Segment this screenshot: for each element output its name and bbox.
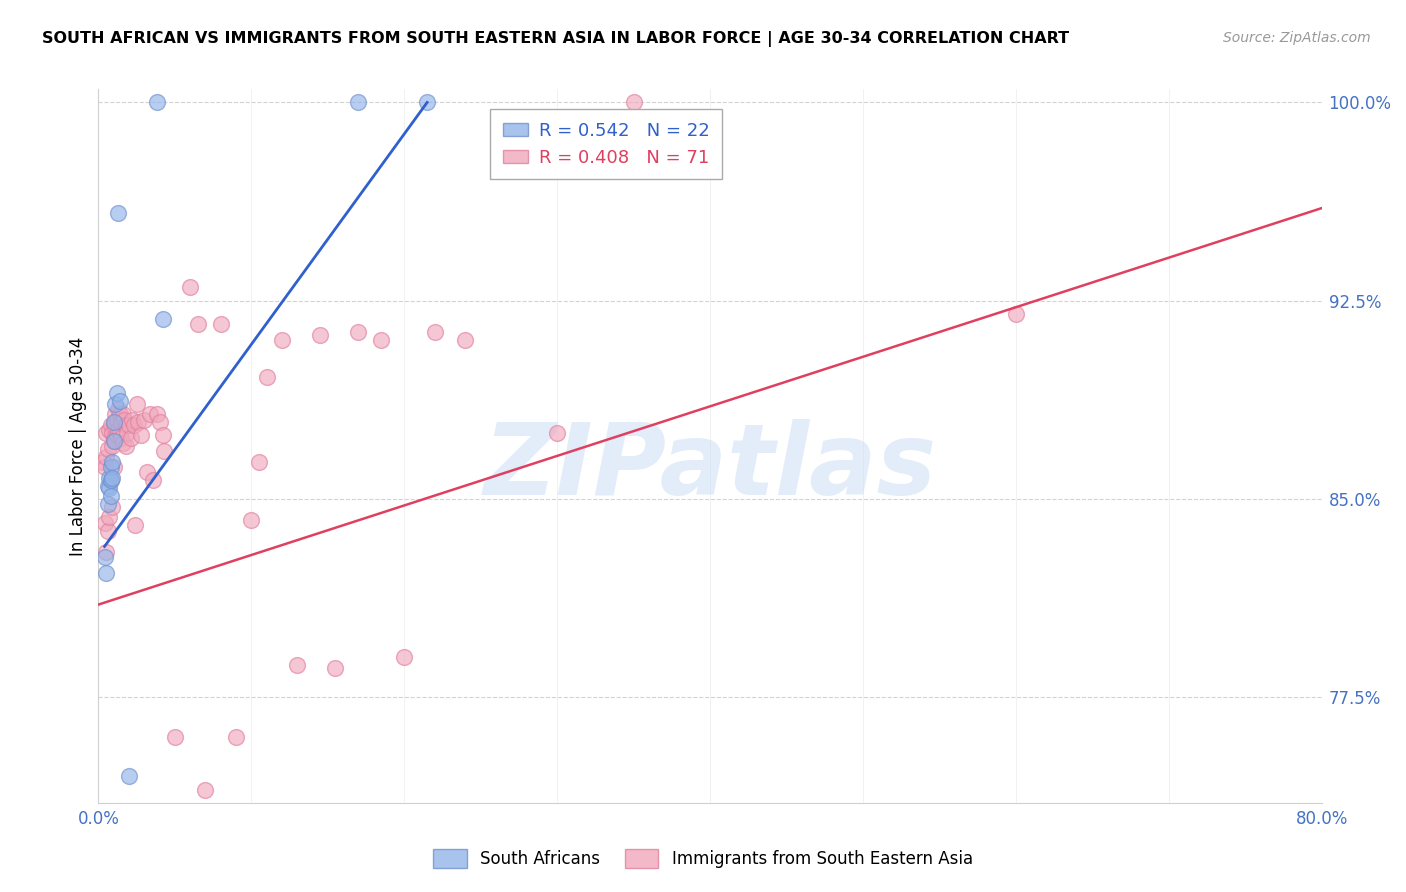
Point: [97, 478, 120, 492]
Point: [142, 474, 165, 488]
Point: [454, 333, 477, 347]
Point: [110, 431, 132, 445]
Point: [101, 439, 124, 453]
Point: [103, 415, 125, 429]
Point: [111, 436, 134, 450]
Point: [179, 280, 201, 294]
Point: [370, 333, 392, 347]
Point: [91, 455, 114, 469]
Point: [103, 431, 125, 445]
Point: [392, 650, 416, 665]
Point: [107, 402, 129, 417]
Point: [97, 442, 120, 456]
Point: [108, 425, 131, 440]
Point: [127, 415, 149, 429]
Text: ZIPatlas: ZIPatlas: [484, 419, 936, 516]
Point: [97, 497, 120, 511]
Point: [1004, 307, 1026, 321]
Point: [105, 386, 128, 401]
Point: [122, 417, 145, 432]
Point: [97, 524, 120, 538]
Point: [100, 460, 122, 475]
Point: [124, 518, 146, 533]
Point: [107, 206, 129, 220]
Legend: South Africans, Immigrants from South Eastern Asia: South Africans, Immigrants from South Ea…: [426, 842, 980, 875]
Point: [285, 658, 308, 673]
Point: [111, 407, 134, 421]
Point: [117, 425, 139, 440]
Point: [100, 474, 122, 488]
Point: [98, 471, 121, 485]
Point: [108, 394, 131, 409]
Point: [152, 312, 174, 326]
Point: [94, 566, 117, 580]
Point: [152, 428, 174, 442]
Point: [93, 460, 115, 475]
Point: [101, 471, 124, 485]
Point: [103, 417, 125, 432]
Point: [94, 450, 117, 464]
Legend: R = 0.542   N = 22, R = 0.408   N = 71: R = 0.542 N = 22, R = 0.408 N = 71: [489, 109, 723, 179]
Point: [309, 328, 332, 343]
Point: [103, 434, 125, 448]
Point: [121, 412, 143, 426]
Point: [94, 545, 117, 559]
Point: [325, 661, 347, 675]
Point: [416, 95, 439, 110]
Point: [145, 95, 167, 110]
Point: [108, 407, 131, 421]
Point: [107, 423, 129, 437]
Point: [136, 466, 159, 480]
Point: [104, 397, 127, 411]
Point: [118, 417, 141, 432]
Point: [112, 412, 135, 426]
Point: [145, 407, 167, 421]
Point: [100, 417, 122, 432]
Point: [115, 439, 138, 453]
Point: [163, 730, 186, 744]
Point: [134, 412, 156, 426]
Point: [101, 500, 124, 514]
Point: [125, 397, 148, 411]
Point: [104, 434, 127, 448]
Point: [101, 455, 124, 469]
Point: [225, 730, 247, 744]
Point: [105, 428, 128, 442]
Point: [110, 415, 132, 429]
Point: [347, 95, 370, 110]
Point: [194, 782, 217, 797]
Point: [93, 516, 115, 530]
Point: [94, 425, 117, 440]
Point: [240, 513, 263, 527]
Point: [153, 444, 176, 458]
Point: [423, 326, 446, 340]
Text: Source: ZipAtlas.com: Source: ZipAtlas.com: [1223, 31, 1371, 45]
Point: [120, 431, 142, 445]
Point: [93, 549, 115, 564]
Point: [546, 425, 568, 440]
Y-axis label: In Labor Force | Age 30-34: In Labor Force | Age 30-34: [69, 336, 87, 556]
Point: [256, 370, 278, 384]
Point: [129, 428, 152, 442]
Point: [98, 423, 121, 437]
Point: [187, 318, 209, 332]
Point: [104, 407, 127, 421]
Point: [105, 412, 128, 426]
Text: SOUTH AFRICAN VS IMMIGRANTS FROM SOUTH EASTERN ASIA IN LABOR FORCE | AGE 30-34 C: SOUTH AFRICAN VS IMMIGRANTS FROM SOUTH E…: [42, 31, 1070, 47]
Point: [98, 510, 121, 524]
Point: [103, 460, 125, 475]
Point: [118, 769, 141, 783]
Point: [149, 415, 172, 429]
Point: [100, 489, 122, 503]
Point: [101, 425, 124, 440]
Point: [347, 326, 370, 340]
Point: [100, 474, 122, 488]
Point: [115, 417, 138, 432]
Point: [270, 333, 292, 347]
Point: [209, 318, 232, 332]
Point: [247, 455, 270, 469]
Point: [139, 407, 162, 421]
Point: [623, 95, 645, 110]
Point: [98, 481, 121, 495]
